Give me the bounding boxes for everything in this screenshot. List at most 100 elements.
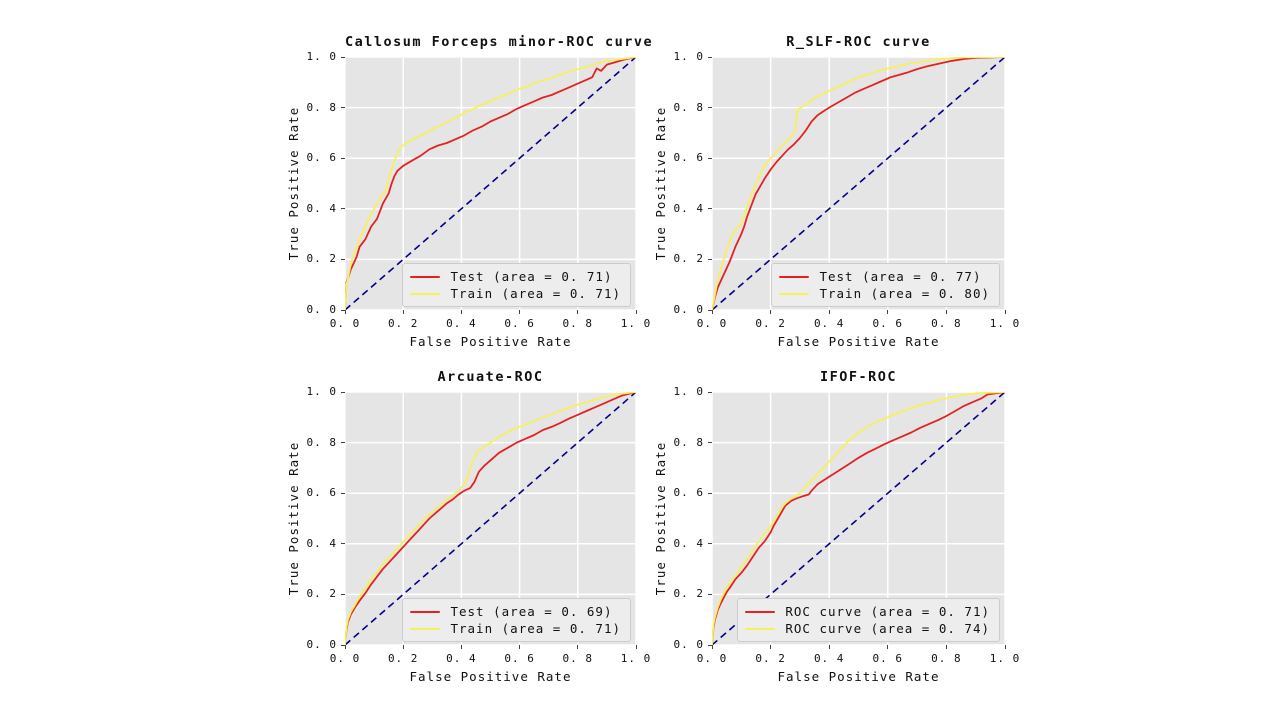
y-tick-label: 0. 8	[673, 435, 704, 449]
y-tick-mark	[708, 644, 712, 646]
x-tick-mark	[577, 310, 579, 314]
y-tick-mark	[708, 157, 712, 159]
roc-curve-series-1	[345, 57, 636, 310]
y-tick-mark	[708, 492, 712, 494]
y-tick-mark	[341, 644, 345, 646]
y-axis-label-text: True Positive Rate	[653, 106, 669, 261]
legend-label: Test (area = 0. 69)	[450, 604, 613, 619]
y-tick-mark	[708, 107, 712, 109]
legend-label: Test (area = 0. 71)	[450, 269, 613, 284]
y-tick-label: 0. 2	[306, 252, 337, 266]
legend-label: Train (area = 0. 71)	[450, 621, 621, 636]
roc-chart-svg	[712, 392, 1005, 645]
plot-area: Test (area = 0. 69) Train (area = 0. 71)	[345, 392, 636, 645]
x-tick-mark	[519, 645, 521, 649]
y-tick-label: 0. 2	[673, 252, 704, 266]
y-axis-label-text: True Positive Rate	[653, 441, 669, 596]
x-tick-mark	[460, 310, 462, 314]
legend-line-swatch	[410, 275, 441, 278]
x-axis-label: False Positive Rate	[777, 334, 940, 349]
y-axis-label: True Positive Rate	[286, 57, 302, 310]
y-tick-mark	[708, 208, 712, 210]
y-tick-label: 0. 0	[673, 638, 704, 651]
legend-entry: ROC curve (area = 0. 71)	[745, 603, 990, 620]
x-tick-label: 0. 8	[931, 317, 962, 330]
y-tick-mark	[708, 309, 712, 311]
x-tick-mark	[945, 310, 947, 314]
y-tick-label: 0. 0	[673, 303, 704, 316]
x-tick-mark	[945, 645, 947, 649]
y-tick-label: 0. 6	[306, 151, 337, 165]
legend-label: ROC curve (area = 0. 74)	[785, 621, 990, 636]
y-axis-label-text: True Positive Rate	[286, 106, 302, 261]
chance-diagonal-line	[712, 392, 1005, 645]
legend-entry: Test (area = 0. 71)	[410, 268, 621, 285]
y-tick-mark	[341, 258, 345, 260]
x-tick-label: 0. 2	[755, 317, 786, 330]
y-tick-label: 0. 8	[306, 100, 337, 114]
legend-label: Test (area = 0. 77)	[819, 269, 982, 284]
chart-title: IFOF-ROC	[819, 369, 898, 385]
x-tick-label: 0. 0	[696, 652, 728, 665]
x-tick-label: 0. 0	[329, 317, 361, 330]
roc-curve-series-1	[345, 392, 636, 645]
legend-entry: Train (area = 0. 71)	[410, 285, 621, 302]
legend-label: Train (area = 0. 71)	[450, 286, 621, 301]
y-tick-label: 0. 8	[673, 100, 704, 114]
legend: Test (area = 0. 71) Train (area = 0. 71)	[402, 263, 631, 307]
y-tick-mark	[341, 492, 345, 494]
y-tick-mark	[708, 391, 712, 393]
legend-entry: Train (area = 0. 71)	[410, 620, 621, 637]
x-tick-mark	[711, 645, 713, 649]
x-tick-label: 0. 6	[504, 652, 535, 665]
x-tick-mark	[519, 310, 521, 314]
y-tick-label: 0. 8	[306, 435, 337, 449]
plot-area: Test (area = 0. 71) Train (area = 0. 71)	[345, 57, 636, 310]
y-tick-mark	[708, 442, 712, 444]
legend-line-swatch	[779, 292, 810, 295]
roc-subplot: IFOF-ROC True Positive Rate ROC curve (a…	[647, 365, 1020, 710]
x-tick-label: 0. 4	[813, 652, 845, 665]
legend-line-swatch	[745, 627, 776, 630]
roc-curve-series-1	[712, 57, 1005, 310]
legend-line-swatch	[745, 610, 776, 613]
legend: Test (area = 0. 77) Train (area = 0. 80)	[771, 263, 1000, 307]
legend: Test (area = 0. 69) Train (area = 0. 71)	[402, 598, 631, 642]
y-tick-label: 0. 2	[306, 587, 337, 601]
chart-title: Callosum Forceps minor-ROC curve	[345, 34, 654, 50]
roc-subplot: Callosum Forceps minor-ROC curve True Po…	[280, 30, 654, 375]
roc-curve-series-0	[712, 57, 1005, 310]
x-tick-mark	[635, 310, 637, 314]
y-tick-label: 1. 0	[306, 50, 337, 63]
legend-line-swatch	[410, 610, 441, 613]
x-tick-mark	[577, 645, 579, 649]
y-tick-mark	[341, 543, 345, 545]
y-tick-label: 0. 6	[673, 486, 704, 500]
y-tick-mark	[341, 391, 345, 393]
y-tick-mark	[708, 258, 712, 260]
legend-entry: Test (area = 0. 69)	[410, 603, 621, 620]
y-tick-label: 0. 4	[673, 201, 704, 215]
x-tick-label: 1. 0	[989, 317, 1021, 330]
legend-entry: Test (area = 0. 77)	[779, 268, 990, 285]
plot-area: Test (area = 0. 77) Train (area = 0. 80)	[712, 57, 1005, 310]
x-tick-label: 0. 6	[872, 317, 904, 330]
chart-title: Arcuate-ROC	[437, 369, 544, 385]
x-tick-label: 0. 8	[931, 652, 962, 665]
y-tick-label: 1. 0	[673, 50, 704, 63]
roc-curve-series-0	[345, 57, 636, 310]
y-axis-label: True Positive Rate	[653, 57, 669, 310]
x-tick-mark	[770, 310, 772, 314]
y-tick-label: 0. 4	[673, 536, 704, 550]
y-tick-label: 0. 4	[306, 536, 337, 550]
legend-entry: ROC curve (area = 0. 74)	[745, 620, 990, 637]
x-tick-label: 0. 2	[387, 652, 419, 665]
roc-curve-series-1	[712, 392, 1005, 645]
legend: ROC curve (area = 0. 71) ROC curve (area …	[737, 598, 1000, 642]
y-tick-label: 1. 0	[306, 385, 337, 398]
x-tick-mark	[828, 310, 830, 314]
x-axis-label: False Positive Rate	[777, 669, 940, 684]
x-tick-label: 0. 6	[504, 317, 535, 330]
y-tick-label: 0. 0	[306, 303, 337, 316]
x-tick-mark	[344, 645, 346, 649]
